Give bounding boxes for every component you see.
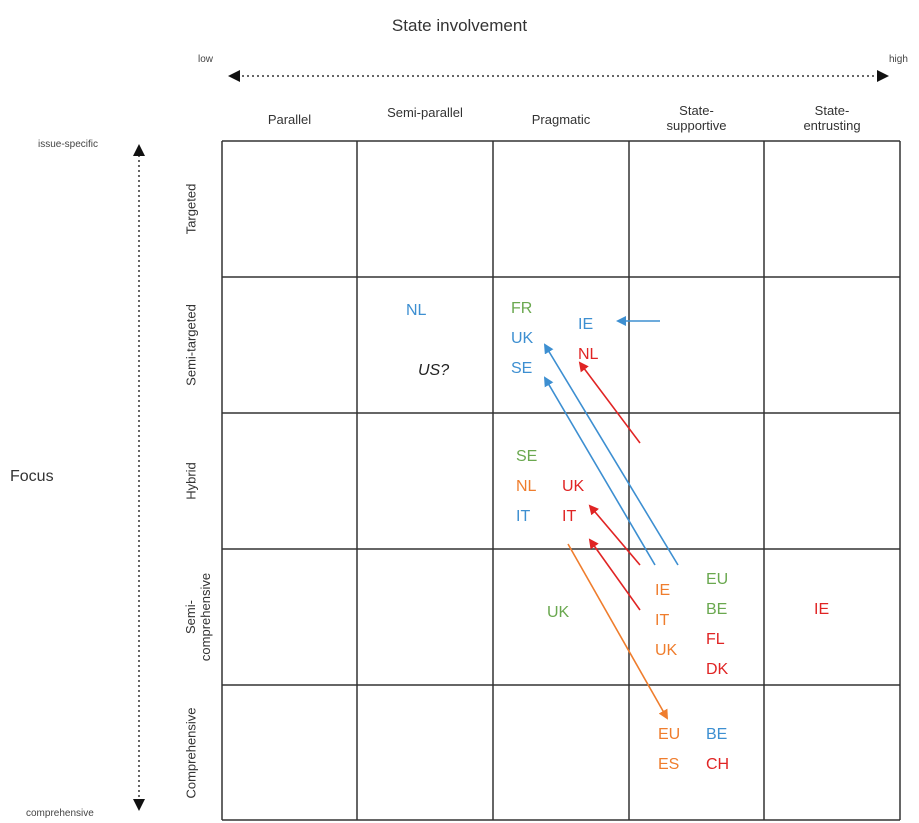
- y-axis-bottom-head: [133, 799, 145, 811]
- column-header: Parallel: [267, 112, 312, 127]
- matrix-grid: [221, 140, 901, 821]
- transition-arrow: [543, 376, 656, 566]
- transition-arrow: [578, 361, 641, 444]
- row-label: Comprehensive: [183, 706, 199, 799]
- column-header: Pragmatic: [531, 112, 591, 127]
- country-code: IE: [578, 316, 594, 333]
- country-code: BE: [706, 726, 728, 743]
- y-axis-top-label: issue-specific: [38, 139, 99, 150]
- column-header: State-supportive: [666, 103, 727, 133]
- y-axis-title: Focus: [10, 468, 54, 485]
- country-code: UK: [562, 478, 585, 495]
- country-code: UK: [511, 330, 534, 347]
- country-code: NL: [578, 346, 599, 363]
- x-axis-left-head: [228, 70, 240, 82]
- y-axis-top-head: [133, 144, 145, 156]
- country-code: DK: [706, 661, 729, 678]
- country-code: EU: [658, 726, 681, 743]
- column-header: State-entrusting: [803, 103, 861, 133]
- transition-arrow: [543, 343, 679, 566]
- country-code: IE: [814, 601, 830, 618]
- country-code: CH: [706, 756, 730, 773]
- transition-arrows: [543, 316, 679, 720]
- country-code: UK: [547, 604, 570, 621]
- country-code: BE: [706, 601, 728, 618]
- country-code: US?: [418, 362, 450, 379]
- country-code: FR: [511, 300, 533, 317]
- row-label: Semi-comprehensive: [183, 572, 213, 662]
- x-axis-title: State involvement: [391, 16, 528, 35]
- row-label: Targeted: [183, 183, 199, 235]
- country-code: NL: [516, 478, 537, 495]
- country-code: IT: [562, 508, 577, 525]
- country-code: IT: [655, 612, 670, 629]
- y-axis-bottom-label: comprehensive: [26, 808, 94, 819]
- x-axis-low-label: low: [198, 54, 214, 65]
- row-label: Semi-targeted: [183, 304, 199, 386]
- country-code: EU: [706, 571, 729, 588]
- country-code: SE: [516, 448, 538, 465]
- country-code: FL: [706, 631, 725, 648]
- country-code: ES: [658, 756, 680, 773]
- transition-arrow: [588, 538, 641, 611]
- country-code: UK: [655, 642, 678, 659]
- x-axis-high-label: high: [889, 54, 908, 65]
- country-code: IE: [655, 582, 671, 599]
- country-code: SE: [511, 360, 533, 377]
- country-code: NL: [406, 302, 427, 319]
- row-label: Hybrid: [183, 462, 199, 500]
- x-axis-right-head: [877, 70, 889, 82]
- country-code: IT: [516, 508, 531, 525]
- transition-arrow: [588, 504, 641, 566]
- column-header: Semi-parallel: [387, 105, 463, 120]
- transition-arrow: [567, 543, 668, 720]
